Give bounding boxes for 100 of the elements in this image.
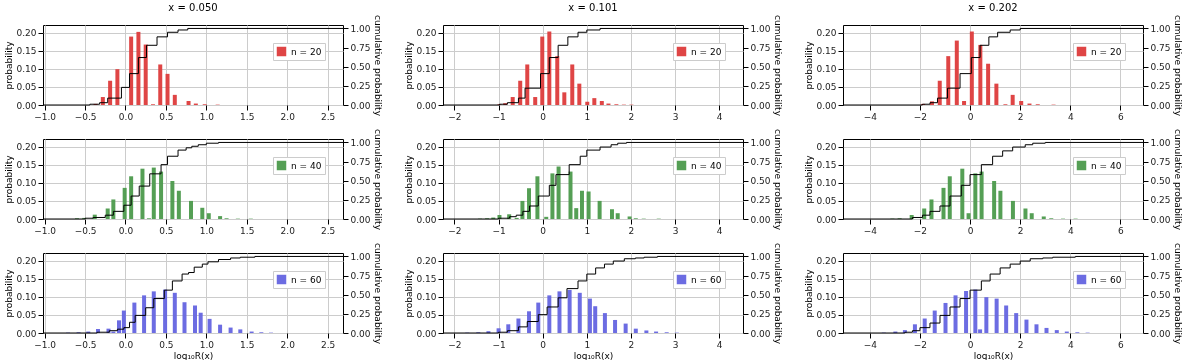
legend-label: n = 20 [291,46,322,57]
y2-tick-label: 0.00 [750,214,771,225]
y-tick-label: 0.00 [416,100,437,111]
y-axis-title: probability [804,268,815,318]
x-tick-label: 2.5 [320,225,336,236]
y-tick-label: 0.05 [416,82,437,93]
x-tick-label: −2 [448,339,462,350]
y2-tick-label: 0.00 [350,328,371,339]
y2-tick-label: 0.00 [750,328,771,339]
x-tick-label: 2 [628,225,635,236]
x-tick-label: 2 [1017,111,1024,122]
y-axis-title: probability [804,154,815,204]
y2-tick-label: 0.75 [1150,271,1171,282]
y2-tick-label: 1.00 [350,23,371,34]
y2-axis-title: cumulative probability [372,129,383,231]
y-axis-title: probability [4,40,15,90]
x-tick-label: 1.0 [199,339,215,350]
y2-tick-label: 0.75 [750,271,771,282]
x-tick-label: 4 [1067,111,1074,122]
y2-axis-title: cumulative probability [1172,15,1183,117]
x-tick-label: −2 [913,225,928,236]
x-tick-label: −4 [863,339,878,350]
x-tick-label: 1.5 [240,111,255,122]
x-tick-label: −1.0 [34,225,57,236]
y-tick-label: 0.15 [16,160,37,171]
y-tick-label: 0.15 [416,274,437,285]
y2-tick-label: 1.00 [1150,23,1171,34]
y-tick-label: 0.15 [816,274,837,285]
y2-axis-title: cumulative probability [372,15,383,117]
x-tick-label: 0.5 [159,111,174,122]
y2-tick-label: 0.50 [1150,176,1171,187]
y-tick-label: 0.10 [16,292,37,303]
y-tick-label: 0.05 [816,82,837,93]
x-tick-label: 2.0 [280,339,296,350]
y2-tick-label: 1.00 [350,137,371,148]
x-tick-label: 2 [628,339,635,350]
x-tick-label: 1 [584,225,591,236]
y2-tick-label: 0.75 [750,43,771,54]
y2-tick-label: 0.25 [750,195,771,206]
y2-tick-label: 0.25 [350,81,371,92]
y-tick-label: 0.00 [16,328,37,339]
x-tick-label: 0.5 [159,225,174,236]
x-tick-label: 6 [1118,339,1125,350]
x-tick-label: 1.5 [240,339,255,350]
y-tick-label: 0.20 [816,142,837,153]
legend-label: n = 20 [1091,46,1122,57]
legend-label: n = 40 [691,160,722,171]
y-tick-label: 0.15 [16,274,37,285]
x-tick-label: 4 [1067,339,1074,350]
x-tick-label: −1 [492,339,506,350]
x-tick-label: 0 [967,111,974,122]
legend-label: n = 40 [291,160,322,171]
y-tick-label: 0.10 [816,292,837,303]
y2-tick-label: 0.25 [750,309,771,320]
x-tick-label: 0.0 [118,339,134,350]
y-tick-label: 0.00 [416,328,437,339]
x-tick-label: 2.0 [280,111,296,122]
y-tick-label: 0.10 [16,178,37,189]
legend-label: n = 60 [291,274,322,285]
y2-tick-label: 0.25 [350,309,371,320]
y2-tick-label: 1.00 [750,23,771,34]
chart-title: x = 0.101 [568,1,618,13]
y2-tick-label: 0.50 [750,290,771,301]
y-tick-label: 0.10 [416,64,437,75]
x-tick-label: −1.0 [34,339,57,350]
y2-tick-label: 1.00 [350,251,371,262]
y2-tick-label: 0.00 [350,214,371,225]
y-axis-title: probability [404,268,415,318]
x-tick-label: 0 [967,225,974,236]
y-axis-title: probability [4,268,15,318]
y-tick-label: 0.05 [16,196,37,207]
y2-axis-title: cumulative probability [1172,129,1183,231]
x-tick-label: 3 [672,339,679,350]
x-tick-label: 4 [716,225,723,236]
y-tick-label: 0.10 [816,178,837,189]
y2-axis-title: cumulative probability [772,129,783,231]
y-axis-title: probability [4,154,15,204]
legend-label: n = 40 [1091,160,1122,171]
x-tick-label: −1 [492,111,506,122]
y2-tick-label: 0.25 [1150,195,1171,206]
y-tick-label: 0.00 [816,100,837,111]
x-tick-label: 2 [1017,339,1024,350]
y-tick-label: 0.10 [816,64,837,75]
x-tick-label: 6 [1118,111,1125,122]
y2-tick-label: 0.50 [350,176,371,187]
y-tick-label: 0.10 [416,292,437,303]
x-tick-label: −4 [863,225,878,236]
x-axis-title: log₁₀R(x) [973,350,1014,360]
y-tick-label: 0.20 [416,28,437,39]
y2-tick-label: 0.75 [1150,157,1171,168]
y2-tick-label: 1.00 [1150,251,1171,262]
y2-tick-label: 0.75 [1150,43,1171,54]
x-axis-title: log₁₀R(x) [573,350,614,360]
y2-tick-label: 1.00 [1150,137,1171,148]
y-tick-label: 0.05 [816,196,837,207]
y-tick-label: 0.00 [816,214,837,225]
y2-tick-label: 0.75 [350,157,371,168]
x-tick-label: 1.0 [199,225,215,236]
y2-tick-label: 0.25 [750,81,771,92]
y-tick-label: 0.20 [416,256,437,267]
